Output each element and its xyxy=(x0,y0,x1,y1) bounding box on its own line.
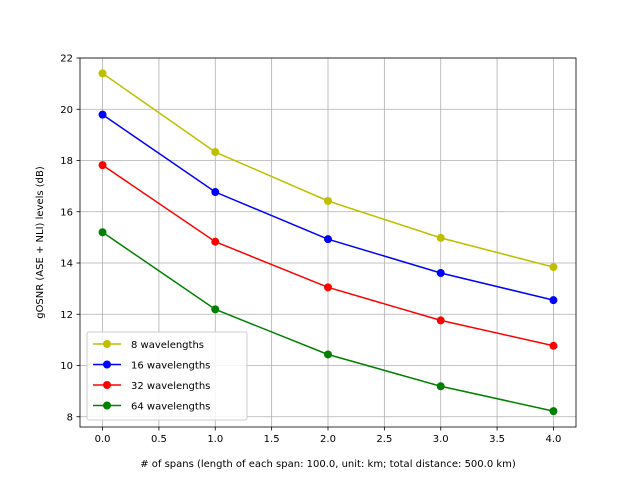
data-point xyxy=(211,188,220,197)
x-tick-label: 0.5 xyxy=(151,434,167,445)
data-point xyxy=(436,382,445,391)
x-tick-label: 3.0 xyxy=(433,434,449,445)
y-tick-label: 8 xyxy=(67,412,73,423)
data-point xyxy=(211,148,220,157)
x-tick-label: 4.0 xyxy=(546,434,562,445)
y-axis-label: gOSNR (ASE + NLI) levels (dB) xyxy=(35,166,46,319)
legend-swatch-marker xyxy=(103,360,111,369)
data-point xyxy=(549,341,558,350)
legend-box xyxy=(86,331,248,421)
legend-swatch-marker xyxy=(103,340,111,348)
y-tick-label: 10 xyxy=(60,361,73,372)
data-point xyxy=(324,350,332,359)
y-tick-label: 16 xyxy=(60,207,73,218)
series-layer xyxy=(98,69,558,416)
x-tick-label: 2.5 xyxy=(376,434,392,445)
legend-swatch-marker xyxy=(103,401,111,410)
y-tick-label: 18 xyxy=(60,156,73,167)
x-axis-label: # of spans (length of each span: 100.0, … xyxy=(140,459,516,470)
ticks: 0.0 0.5 1.0 1.5 2.0 2.5 3.0 3.5 4.0 8 10 12 14 16 18 20… xyxy=(60,54,561,446)
data-point xyxy=(324,235,332,244)
data-point xyxy=(211,305,220,314)
data-point xyxy=(549,296,558,305)
y-tick-label: 12 xyxy=(60,310,73,321)
data-point xyxy=(436,233,445,242)
legend-entry-label: 16 wavelengths xyxy=(131,361,210,372)
legend-entry-label: 64 wavelengths xyxy=(131,402,210,413)
data-point xyxy=(98,110,107,119)
x-tick-label: 1.0 xyxy=(207,434,223,445)
legend-swatch-marker xyxy=(103,381,111,389)
x-tick-label: 0.0 xyxy=(95,434,111,445)
y-tick-label: 22 xyxy=(60,54,73,65)
x-tick-label: 3.5 xyxy=(489,434,505,445)
data-point xyxy=(324,196,332,205)
legend-entry-label: 32 wavelengths xyxy=(131,381,210,392)
data-point xyxy=(436,268,445,277)
x-tick-label: 2.0 xyxy=(320,434,336,445)
x-tick-label: 1.5 xyxy=(264,434,280,445)
data-point xyxy=(549,263,558,272)
data-point xyxy=(98,228,107,237)
data-point xyxy=(549,407,558,416)
legend-entry-label: 8 wavelengths xyxy=(131,340,204,351)
data-point xyxy=(324,283,332,292)
y-tick-label: 20 xyxy=(60,105,73,116)
data-point xyxy=(98,161,107,170)
data-point xyxy=(98,69,107,78)
data-point xyxy=(436,316,445,325)
y-tick-label: 14 xyxy=(60,259,73,270)
legend: 8 wavelengths 16 wavelengths 32 wavelength… xyxy=(86,331,248,421)
data-point xyxy=(211,237,220,246)
